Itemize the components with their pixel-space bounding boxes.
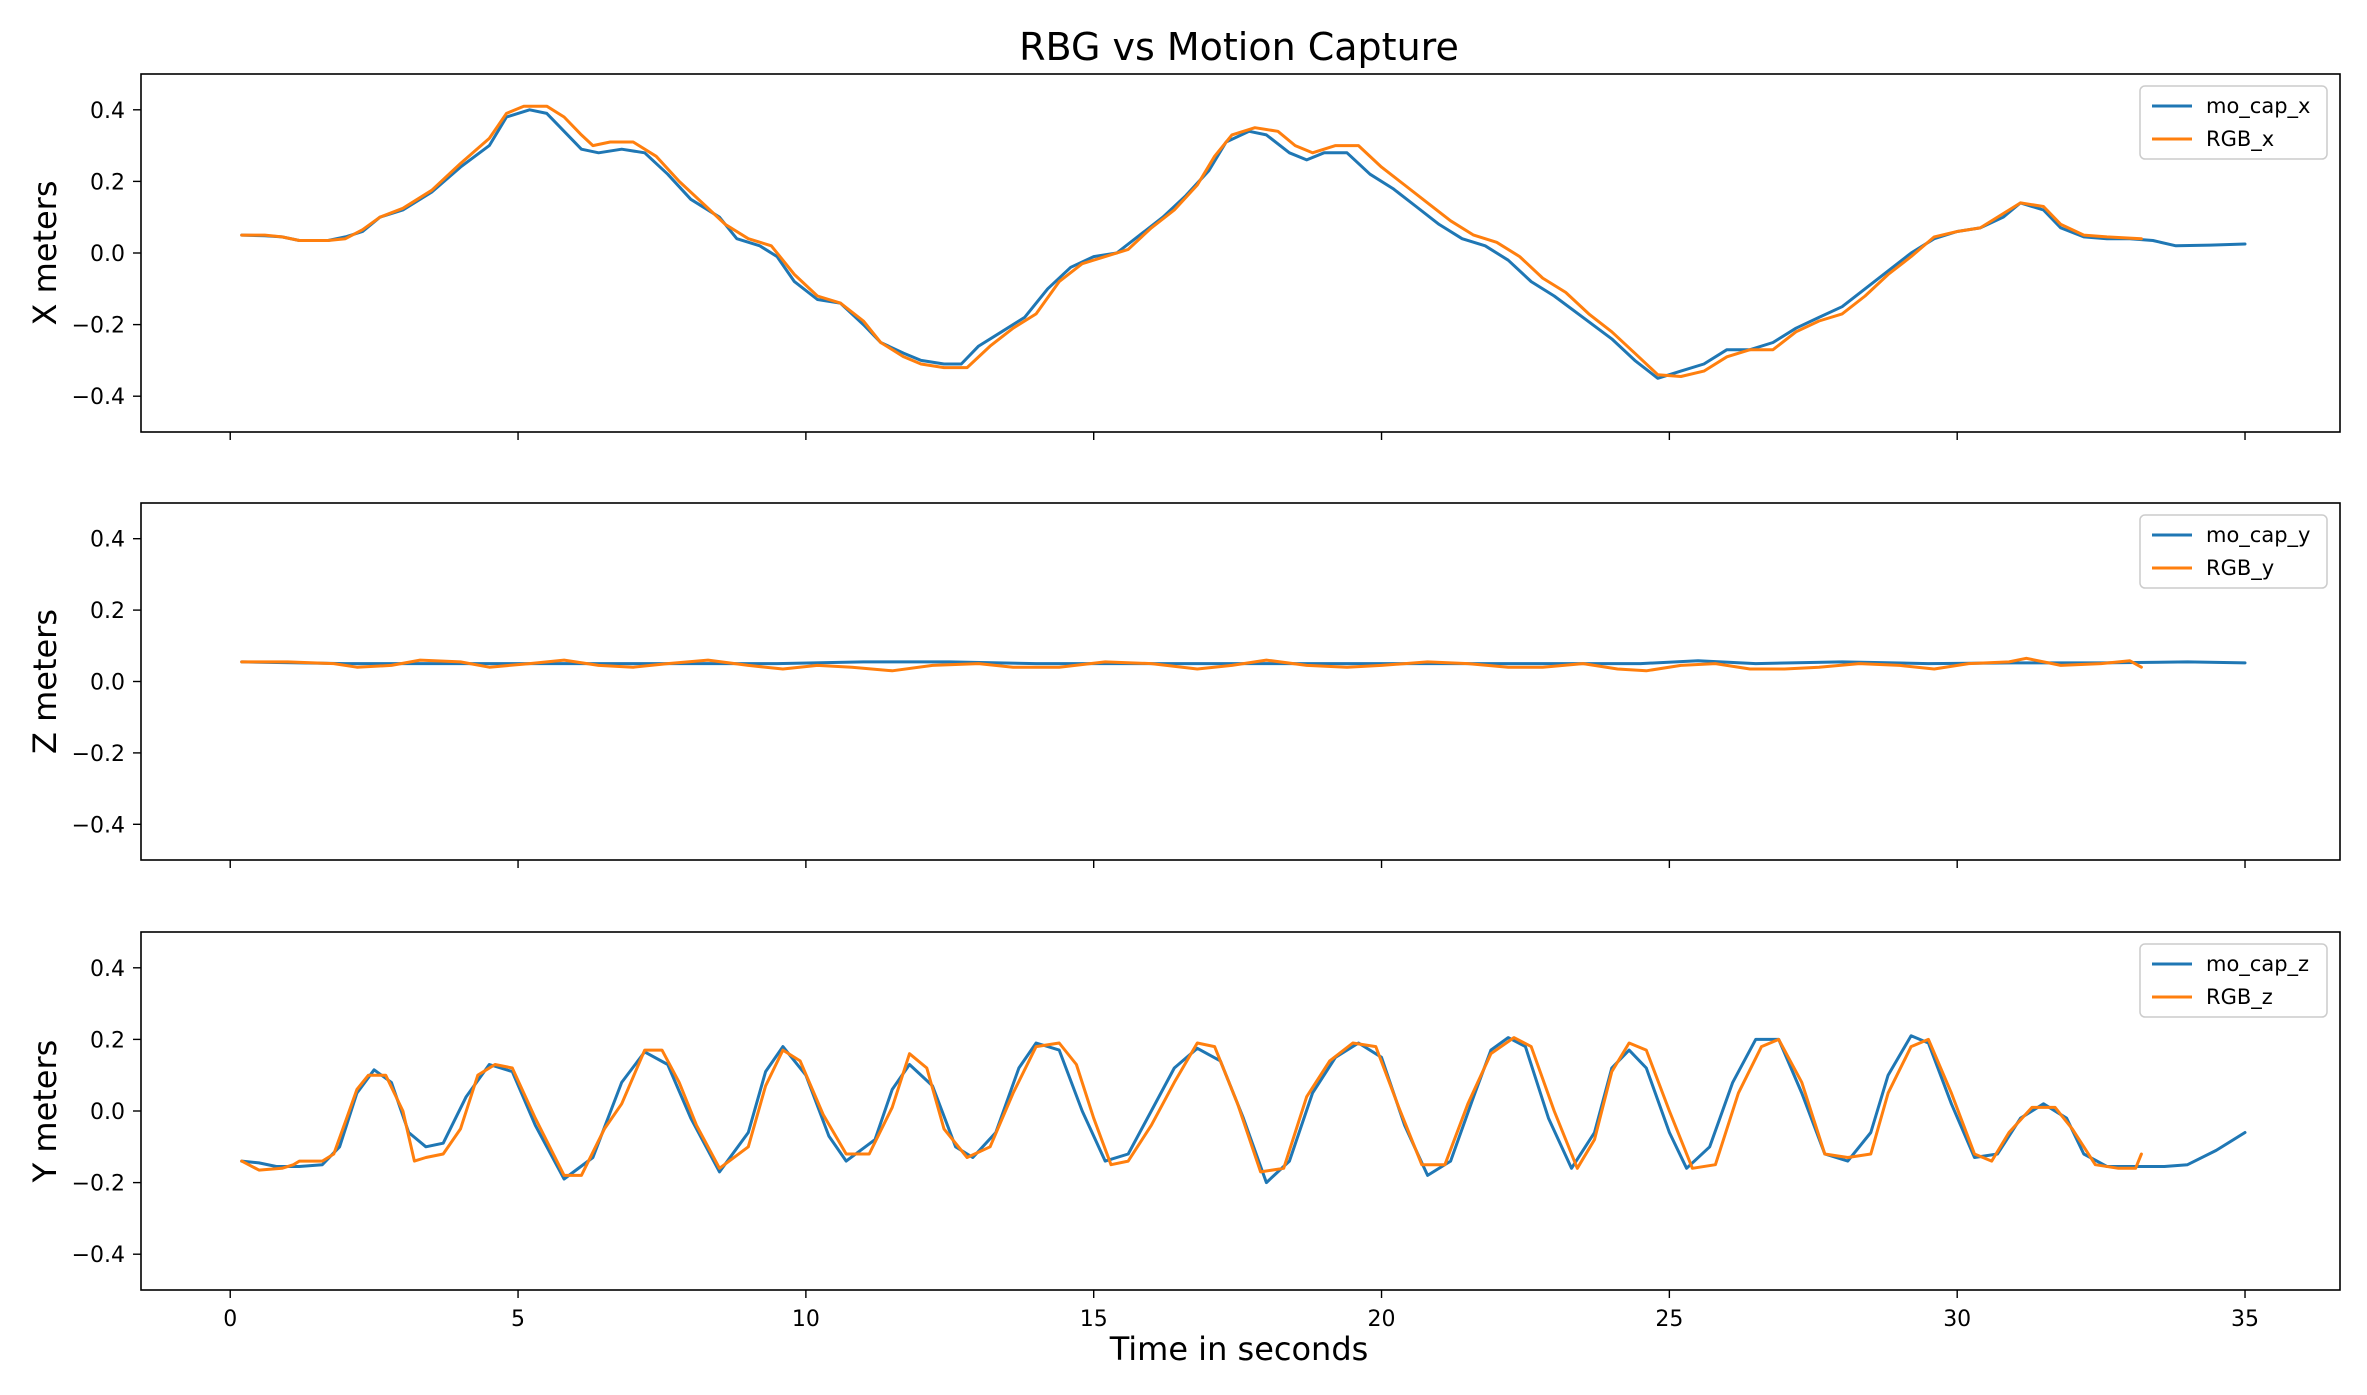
y-tick-label: −0.2	[72, 314, 125, 339]
y-tick-label: −0.4	[72, 1243, 125, 1268]
legend-box	[2139, 85, 2328, 160]
y-tick-label: −0.4	[72, 813, 125, 838]
legend: mo_cap_y RGB_y	[2139, 514, 2328, 589]
y-tick-label: 0.4	[90, 99, 125, 124]
figure-title: RBG vs Motion Capture	[1019, 25, 1459, 69]
x-axis-label: Time in seconds	[1109, 1330, 1369, 1368]
y-tick-label: 0.0	[90, 671, 125, 696]
legend: mo_cap_z RGB_z	[2139, 943, 2328, 1018]
subplot-y: −0.4 −0.2 0.0 0.2 0.4 0 5 10 15 20 25 30 35 Y meters m…	[26, 931, 2341, 1332]
series-line-RGB_x	[240, 104, 2143, 378]
subplot-z: −0.4 −0.2 0.0 0.2 0.4 Z meters mo_cap_y RGB_y	[26, 502, 2341, 868]
legend-label: mo_cap_z	[2206, 952, 2309, 977]
series-group	[240, 1034, 2247, 1185]
series-line-RGB_z	[240, 1036, 2143, 1177]
legend-label: mo_cap_x	[2206, 94, 2310, 119]
y-tick-label: 0.4	[90, 957, 125, 982]
legend-label: mo_cap_y	[2206, 523, 2310, 548]
x-tick-label: 20	[1368, 1307, 1396, 1332]
series-line-mo_cap_x	[240, 108, 2247, 380]
y-tick-label: 0.2	[90, 170, 125, 195]
y-tick-label: 0.0	[90, 242, 125, 267]
y-tick-label: 0.2	[90, 1028, 125, 1053]
legend-label: RGB_z	[2206, 985, 2273, 1010]
y-axis-label: Z meters	[26, 609, 64, 754]
x-tick-label: 25	[1655, 1307, 1683, 1332]
legend-label: RGB_y	[2206, 556, 2274, 581]
legend: mo_cap_x RGB_x	[2139, 85, 2328, 160]
x-tick-label: 15	[1080, 1307, 1108, 1332]
series-group	[240, 656, 2247, 673]
y-axis-label: X meters	[26, 180, 64, 325]
y-tick-label: 0.4	[90, 528, 125, 553]
legend-box	[2139, 514, 2328, 589]
y-tick-label: −0.2	[72, 742, 125, 767]
y-tick-label: 0.2	[90, 599, 125, 624]
x-tick-label: 10	[792, 1307, 820, 1332]
x-tick-label: 35	[2231, 1307, 2259, 1332]
y-tick-label: −0.4	[72, 385, 125, 410]
y-tick-label: −0.2	[72, 1172, 125, 1197]
x-tick-label: 5	[511, 1307, 525, 1332]
y-axis-label: Y meters	[26, 1040, 64, 1184]
legend-box	[2139, 943, 2328, 1018]
legend-label: RGB_x	[2206, 127, 2274, 152]
y-tick-label: 0.0	[90, 1100, 125, 1125]
series-line-RGB_y	[240, 656, 2143, 673]
series-group	[240, 104, 2247, 380]
subplot-x: −0.4 −0.2 0.0 0.2 0.4 X meters mo_cap_x RGB_x	[26, 73, 2341, 440]
x-tick-label: 0	[223, 1307, 237, 1332]
x-tick-label: 30	[1943, 1307, 1971, 1332]
